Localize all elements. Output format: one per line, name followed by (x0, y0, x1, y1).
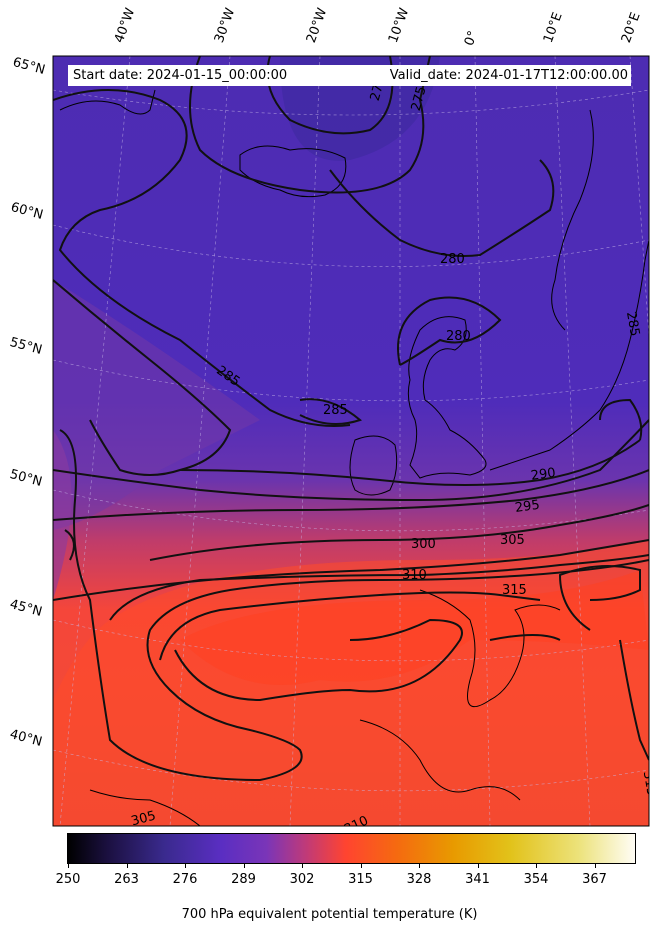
colorbar-tick-label: 302 (289, 872, 315, 887)
colorbar-tick-mark (185, 863, 186, 868)
contour-label: 295 (514, 498, 541, 516)
colorbar-tick-mark (594, 863, 596, 868)
contour-label: 280 (440, 252, 465, 267)
colorbar-tick-label: 289 (231, 872, 256, 887)
start-date-label: Start date: 2024-01-15_00:00:00 (73, 68, 288, 83)
map-field: 275 275 280 280 285 285 285 290 295 300 … (53, 56, 659, 829)
contour-label: 300 (411, 537, 436, 552)
contour-lines (53, 56, 649, 782)
contour-label: 305 (500, 533, 525, 548)
colorbar-tick-mark (243, 863, 245, 868)
colorbar-tick-mark (360, 863, 362, 868)
colorbar-tick-label: 315 (348, 872, 373, 887)
contour-label: 275 (409, 85, 430, 113)
colorbar-tick-label: 328 (406, 872, 432, 887)
colorbar-tick-mark (68, 863, 69, 868)
colorbar-tick-label: 250 (55, 872, 81, 887)
contour-label: 280 (446, 329, 471, 344)
contour-label: 310 (402, 568, 427, 583)
contour-label: 290 (530, 466, 557, 484)
colorbar-tick-mark (126, 863, 128, 868)
colorbar-label: 700 hPa equivalent potential temperature… (181, 907, 478, 922)
contour-label: 305 (130, 808, 158, 829)
info-bar: Start date: 2024-01-15_00:00:00 Valid_da… (68, 65, 631, 86)
colorbar-tick-label: 276 (172, 872, 198, 887)
colorbar (67, 833, 636, 864)
colorbar-tick-label: 354 (523, 872, 549, 887)
colorbar-tick-mark (419, 863, 420, 868)
map-border (52, 55, 650, 827)
contour-label: 315 (640, 770, 659, 797)
valid-date-label: Valid_date: 2024-01-17T12:00:00.00 (389, 68, 628, 83)
coastlines (59, 89, 649, 826)
contour-label: 315 (502, 583, 527, 598)
contour-label: 285 (623, 310, 642, 337)
colorbar-tick-mark (302, 863, 303, 868)
contour-label: 285 (323, 403, 348, 418)
colorbar-tick-mark (477, 863, 479, 868)
graticule (53, 56, 649, 826)
colorbar-tick-label: 341 (465, 872, 490, 887)
colorbar-tick-label: 367 (582, 872, 607, 887)
colorbar-tick-label: 263 (114, 872, 139, 887)
colorbar-tick-mark (536, 863, 537, 868)
